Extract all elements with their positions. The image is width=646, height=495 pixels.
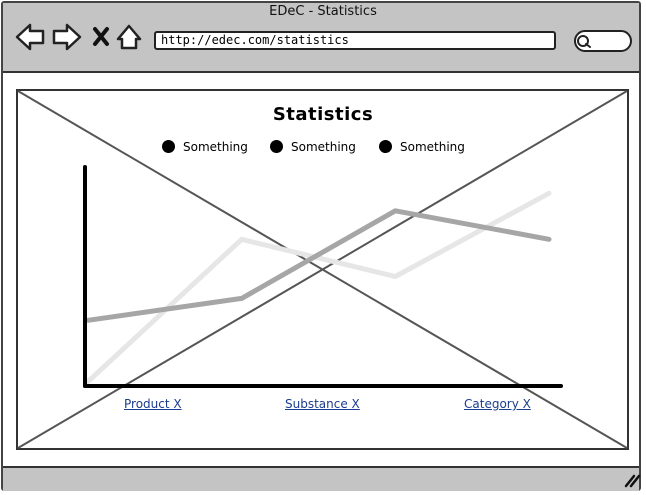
window-title: EDeC - Statistics — [269, 4, 377, 19]
legend-item: Something — [162, 139, 248, 155]
legend-item: Something — [379, 139, 465, 155]
status-bar — [3, 466, 639, 491]
legend-label: Something — [183, 140, 248, 154]
placeholder-cross — [17, 90, 628, 449]
chart-title: Statistics — [272, 104, 374, 125]
legend-label: Something — [400, 140, 465, 154]
close-icon[interactable] — [93, 27, 109, 46]
home-icon[interactable] — [116, 24, 142, 50]
arrow-right-icon[interactable] — [52, 23, 82, 51]
legend-item: Something — [270, 139, 356, 155]
series-line — [85, 208, 552, 323]
address-bar[interactable]: http://edec.com/statistics — [154, 31, 556, 50]
resize-grip-icon[interactable] — [624, 474, 641, 488]
legend-dot — [162, 140, 175, 153]
legend-label: Something — [291, 140, 356, 154]
series-line — [85, 190, 552, 385]
category-link-substance[interactable]: Substance X — [285, 397, 360, 411]
series-layer — [85, 190, 552, 385]
legend-dot — [379, 140, 392, 153]
category-link-product[interactable]: Product X — [124, 397, 182, 411]
arrow-left-icon[interactable] — [15, 23, 45, 51]
category-link-category[interactable]: Category X — [464, 397, 531, 411]
legend-dot — [270, 140, 283, 153]
